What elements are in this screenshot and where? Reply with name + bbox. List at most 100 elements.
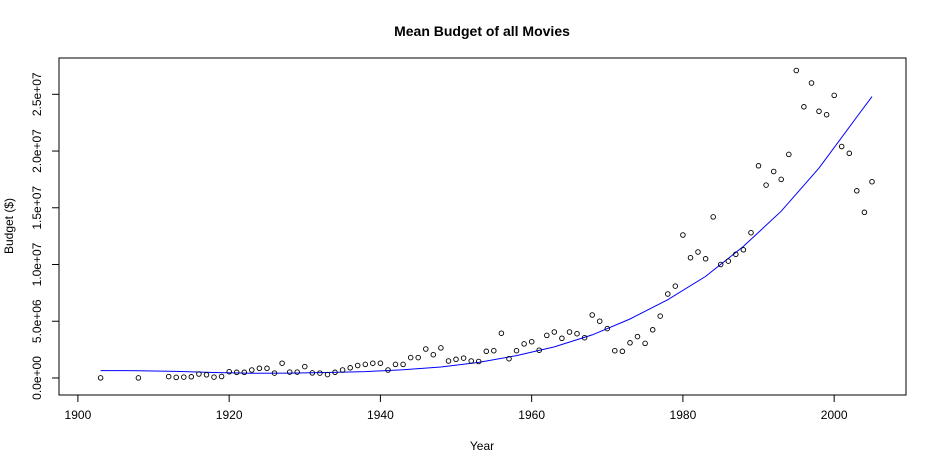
data-point	[634, 333, 641, 340]
data-point	[423, 346, 429, 352]
x-tick-label: 1960	[518, 408, 545, 422]
data-point	[702, 256, 709, 262]
data-point	[415, 354, 421, 361]
data-point	[264, 365, 270, 372]
data-point	[521, 341, 527, 347]
data-point	[354, 362, 361, 369]
data-point	[831, 92, 837, 99]
data-point	[400, 361, 406, 368]
data-point	[657, 313, 663, 319]
data-point	[740, 247, 747, 253]
data-point	[249, 367, 255, 373]
data-point	[256, 365, 263, 372]
trend-line-group	[100, 96, 873, 374]
data-point	[498, 330, 505, 336]
plot-frame	[58, 57, 907, 396]
data-point	[407, 354, 414, 361]
data-point	[649, 327, 656, 333]
data-point	[211, 374, 217, 380]
y-tick-label: 1.5e+07	[30, 186, 44, 230]
data-point	[430, 351, 437, 358]
data-point	[589, 312, 595, 318]
data-point	[627, 340, 633, 346]
data-point	[770, 168, 777, 175]
y-tick-label: 2.5e+07	[30, 72, 44, 116]
data-point	[392, 361, 399, 368]
x-tick-label: 2000	[821, 408, 848, 422]
y-tick-label: 0.0e+00	[30, 356, 44, 400]
x-tick-label: 1940	[367, 408, 394, 422]
data-point	[279, 360, 285, 366]
data-point	[612, 347, 618, 354]
data-point	[551, 329, 558, 335]
trend-line	[100, 96, 873, 374]
x-tick-label: 1980	[670, 408, 697, 422]
data-point	[755, 163, 762, 169]
data-point	[445, 358, 452, 364]
data-point	[793, 67, 800, 74]
y-axis: 0.0e+00 5.0e+06 1.0e+07 1.5e+07 2.0e+07 2.5e+…	[30, 72, 60, 400]
x-axis: 1900 1920 1940 1960 1980 2000	[65, 394, 848, 422]
data-point	[135, 375, 142, 381]
data-point	[438, 345, 444, 351]
data-point	[838, 143, 845, 150]
data-point	[271, 370, 278, 376]
data-point	[861, 209, 868, 216]
data-point	[506, 355, 512, 362]
y-axis-label: Budget ($)	[2, 198, 16, 254]
data-point	[786, 151, 792, 158]
data-point	[453, 356, 459, 363]
data-point	[203, 372, 210, 378]
data-point	[695, 249, 701, 255]
data-point	[778, 176, 784, 183]
data-point	[528, 338, 535, 345]
data-point	[801, 104, 807, 110]
data-point	[596, 318, 603, 324]
data-point	[717, 261, 724, 268]
data-point	[513, 347, 520, 354]
scatter-points	[97, 67, 875, 381]
data-point	[370, 360, 376, 366]
x-tick-label: 1920	[216, 408, 243, 422]
data-point	[339, 367, 346, 373]
data-point	[483, 348, 490, 355]
data-point	[672, 283, 679, 289]
data-point	[710, 214, 716, 220]
chart-title: Mean Budget of all Movies	[394, 23, 570, 39]
data-point	[302, 363, 308, 370]
data-point	[536, 347, 542, 353]
data-point	[309, 370, 316, 376]
data-point	[165, 373, 172, 380]
data-point	[97, 375, 104, 381]
data-point	[181, 374, 187, 380]
data-point	[377, 360, 384, 366]
data-point	[241, 369, 248, 376]
data-point	[733, 251, 739, 258]
data-point	[491, 347, 497, 354]
data-point	[816, 108, 822, 115]
data-point	[581, 334, 588, 341]
data-point	[468, 358, 474, 364]
data-point	[808, 80, 815, 86]
data-point	[823, 111, 830, 118]
data-point	[475, 358, 482, 365]
data-point	[173, 374, 179, 381]
y-tick-label: 1.0e+07	[30, 242, 44, 286]
data-point	[687, 254, 694, 261]
data-point	[385, 367, 391, 373]
x-axis-label: Year	[470, 439, 494, 453]
data-point	[566, 329, 573, 335]
data-point	[619, 348, 626, 355]
data-point	[188, 374, 195, 380]
data-point	[854, 188, 860, 194]
data-point	[294, 369, 300, 375]
data-point	[763, 182, 769, 188]
data-point	[286, 369, 293, 375]
data-point	[846, 150, 853, 157]
data-point	[196, 371, 202, 377]
data-point	[748, 229, 754, 236]
data-point	[226, 368, 232, 375]
y-tick-label: 5.0e+06	[30, 299, 44, 343]
data-point	[347, 365, 353, 371]
data-point	[218, 373, 225, 380]
